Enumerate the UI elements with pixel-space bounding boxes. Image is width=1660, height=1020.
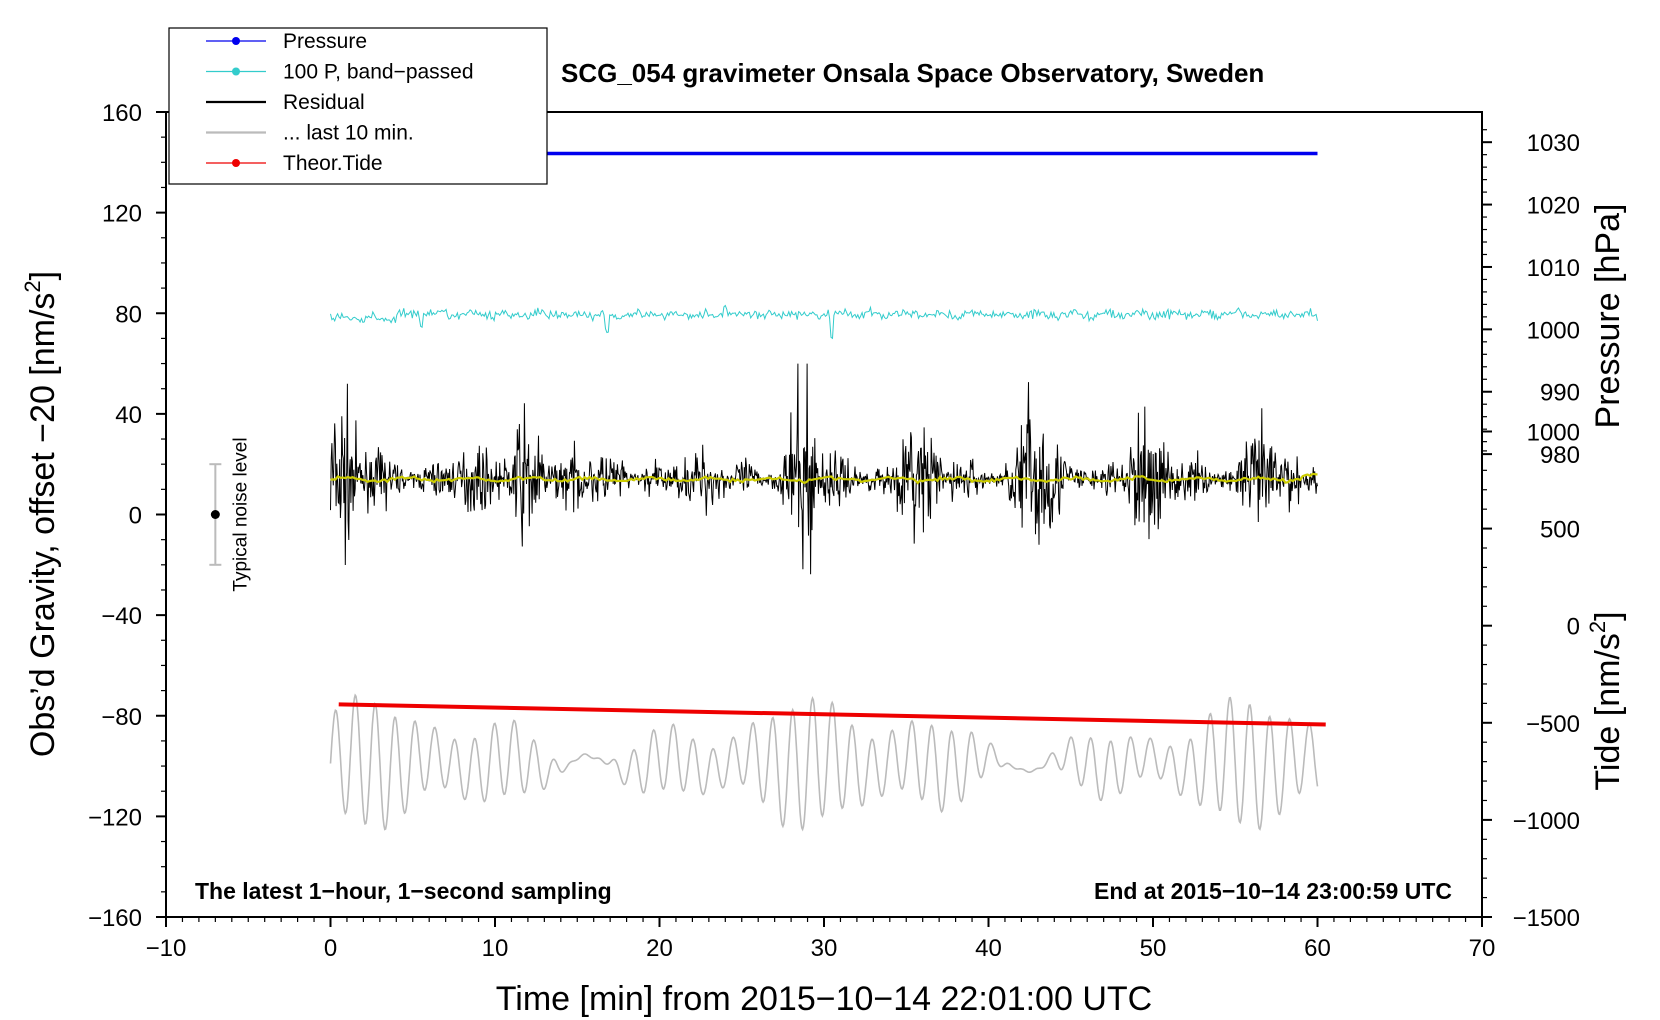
legend-label: ... last 10 min. (283, 122, 414, 145)
tide-tick-label: −500 (1526, 711, 1580, 738)
pressure-axis-ticks: 980 990 1000 1010 1020 1030 (1482, 129, 1580, 469)
last-10-min-series (329, 693, 1319, 832)
x-tick-label: −10 (146, 935, 187, 962)
residual-series (330, 363, 1318, 575)
last-10-min-line (329, 693, 1319, 832)
end-time-note: End at 2015−10−14 23:00:59 UTC (1094, 878, 1452, 904)
tide-axis-title: Tide [nm/s2] (1585, 611, 1627, 790)
y-tick-label: 160 (102, 100, 142, 127)
pressure-tick-label: 980 (1540, 442, 1580, 469)
tide-line (338, 702, 1326, 727)
x-axis-ticks: −10 0 10 20 30 40 50 60 70 (146, 917, 1496, 962)
y-tick-label: −160 (88, 905, 142, 932)
tide-tick-label: −1000 (1513, 808, 1580, 835)
pressure-tick-label: 1010 (1527, 255, 1580, 282)
y-axis-title-end: ] (24, 271, 62, 280)
y-axis-title-text: Obs’d Gravity, offset −20 [nm/s (24, 293, 62, 758)
tide-tick-label: 0 (1567, 614, 1580, 641)
y-tick-label: 120 (102, 201, 142, 228)
x-tick-label: 50 (1140, 935, 1167, 962)
tide-tick-label: −1500 (1513, 905, 1580, 932)
typical-noise-marker: Typical noise level (209, 437, 251, 592)
legend-label: Residual (283, 91, 365, 114)
y-tick-label: 80 (115, 301, 142, 328)
legend-label: Pressure (283, 30, 367, 53)
legend-swatch-dot (232, 37, 240, 45)
y-tick-label: −80 (101, 704, 142, 731)
pressure-axis-title: Pressure [hPa] (1589, 204, 1627, 429)
y-axis-ticks: −160 −120 −80 −40 0 40 80 120 160 (88, 100, 166, 932)
pressure-tick-label: 1030 (1527, 130, 1580, 157)
y-tick-label: 0 (129, 503, 142, 530)
sampling-note: The latest 1−hour, 1−second sampling (195, 878, 612, 904)
pressure-tick-label: 990 (1540, 380, 1580, 407)
band-passed-line (330, 304, 1318, 340)
tide-tick-label: 1000 (1527, 419, 1580, 446)
noise-label: Typical noise level (230, 437, 251, 591)
pressure-tick-label: 1020 (1527, 193, 1580, 220)
band-passed-pressure-series (330, 304, 1318, 340)
legend-swatch-dot (232, 67, 240, 76)
residual-line (330, 363, 1318, 575)
residual-smoothed-line (330, 472, 1318, 485)
tide-axis-ticks: −1500 −1000 −500 0 500 1000 (1482, 419, 1580, 932)
legend-label: Theor.Tide (283, 152, 383, 175)
x-tick-label: 40 (975, 935, 1002, 962)
y-tick-label: −120 (88, 804, 142, 831)
tide-tick-label: 500 (1540, 517, 1580, 544)
y-tick-label: −40 (101, 603, 142, 630)
tide-axis-title-end: ] (1589, 611, 1627, 620)
tide-axis-title-text: Tide [nm/s (1589, 633, 1627, 790)
y-axis-title-superscript: 2 (20, 280, 45, 292)
pressure-tick-label: 1000 (1527, 317, 1580, 344)
residual-smoothed-series (330, 472, 1318, 485)
y-tick-label: 40 (115, 402, 142, 429)
chart-title: SCG_054 gravimeter Onsala Space Observat… (561, 58, 1264, 88)
legend-swatch-dot (232, 159, 240, 167)
legend: Pressure 100 P, band−passed Residual ... la… (168, 27, 548, 185)
x-tick-label: 20 (646, 935, 673, 962)
x-axis-title: Time [min] from 2015−10−14 22:01:00 UTC (496, 980, 1152, 1018)
x-tick-label: 10 (482, 935, 509, 962)
y-axis-title: Obs’d Gravity, offset −20 [nm/s2] (20, 271, 62, 757)
x-tick-label: 60 (1304, 935, 1331, 962)
x-tick-label: 30 (811, 935, 838, 962)
legend-label: 100 P, band−passed (283, 61, 474, 84)
tide-axis-title-superscript: 2 (1585, 621, 1610, 633)
x-tick-label: 0 (324, 935, 337, 962)
theoretical-tide-series (338, 702, 1326, 727)
noise-dot (210, 510, 220, 519)
legend-box (168, 27, 548, 185)
x-tick-label: 70 (1469, 935, 1496, 962)
